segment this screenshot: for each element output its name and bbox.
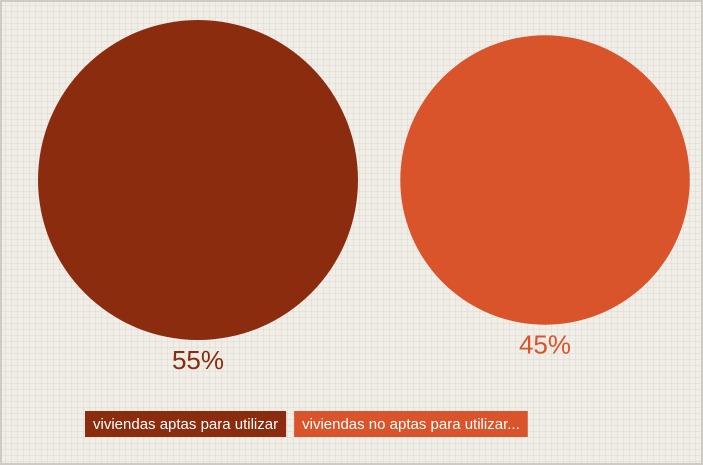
legend-label: viviendas no aptas para utilizar... [302,416,520,433]
legend-swatch [294,411,528,437]
legend-label: viviendas aptas para utilizar [93,416,278,433]
legend-swatch [85,411,287,437]
bubble [400,35,690,325]
data-label: 45% [519,330,571,360]
bubble [38,20,358,340]
plot-area: 55% 45% viviendas aptas para utilizar vivie… [38,20,690,437]
data-label: 55% [172,345,224,375]
